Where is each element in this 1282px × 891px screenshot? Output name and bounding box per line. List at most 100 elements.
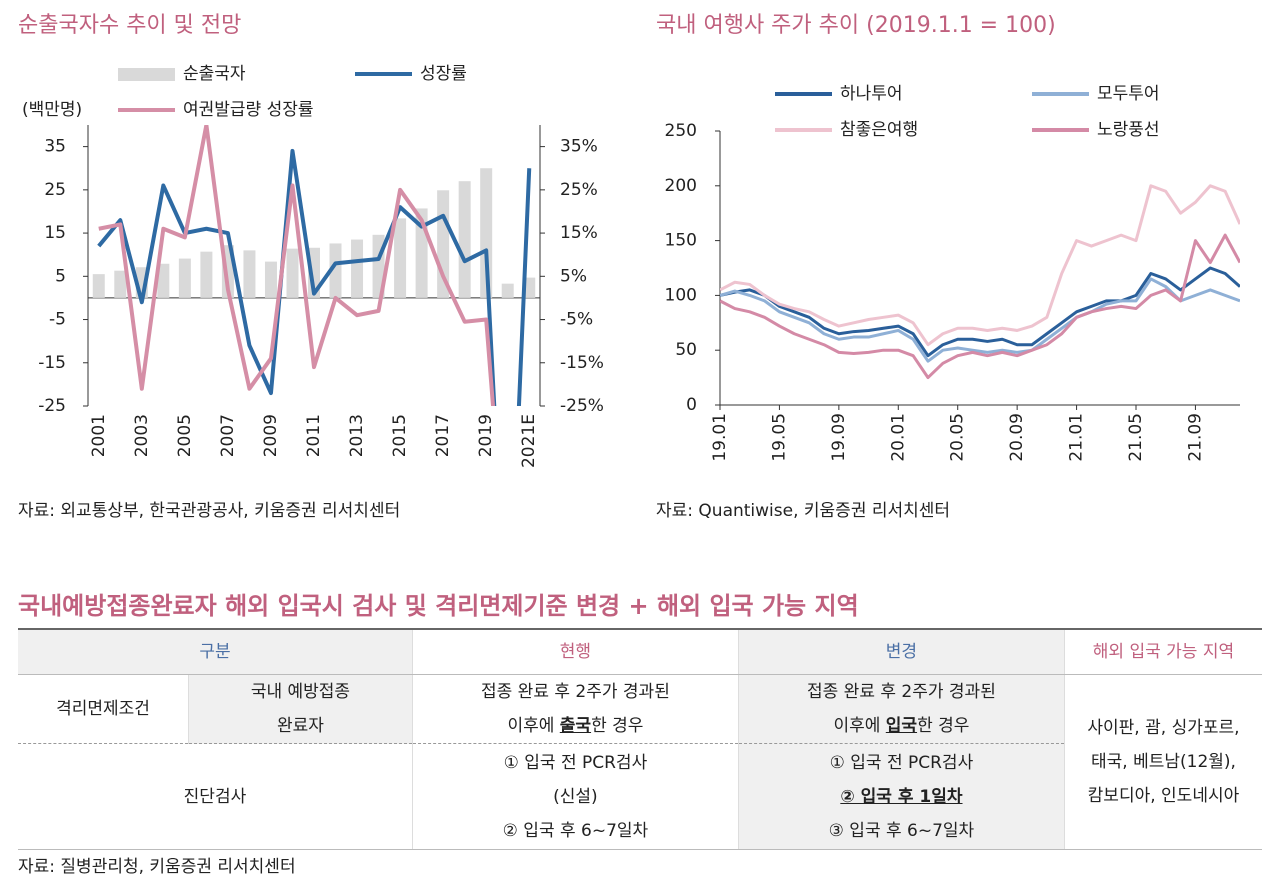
text-line: 사이판, 괌, 싱가포르,: [1087, 718, 1240, 738]
y2-tick-label: 15%: [560, 223, 598, 243]
bar: [458, 181, 471, 298]
y2-tick-label: -5%: [560, 310, 593, 330]
bar: [200, 251, 213, 298]
bar: [264, 261, 277, 298]
legend-label: 여권발급량 성장률: [183, 100, 314, 120]
y-tick-label: 100: [665, 285, 697, 305]
text: 한 경우: [917, 716, 970, 736]
y-tick-label: -15: [38, 353, 66, 373]
sub-label: 국내 예방접종 완료자: [188, 674, 413, 744]
x-tick-label: 2005: [175, 414, 195, 457]
y2-tick-label: -15%: [560, 353, 604, 373]
x-tick-label: 20.01: [888, 413, 908, 462]
text-line: 이후에 출국한 경우: [413, 709, 738, 743]
header-cell: 해외 입국 가능 지역: [1063, 628, 1262, 675]
chart-title: 국내 여행사 주가 추이 (2019.1.1 = 100): [656, 13, 1056, 38]
line: [98, 125, 496, 406]
line: [720, 184, 1240, 347]
y2-tick-label: 25%: [560, 180, 598, 200]
y-tick-label: 250: [665, 121, 697, 141]
legend-label: 노랑풍선: [1097, 120, 1160, 140]
text-line: 태국, 베트남(12월),: [1090, 752, 1236, 772]
y-tick-label: 5: [55, 266, 66, 286]
x-tick-label: 2007: [218, 414, 238, 457]
text-line: ② 입국 후 6~7일차: [502, 820, 649, 841]
plot: [92, 125, 536, 406]
x-tick-label: 19.01: [710, 413, 730, 462]
bar: [329, 243, 342, 298]
y-tick-label: 0: [686, 395, 697, 415]
x-tick-label: 2013: [347, 414, 367, 457]
x-tick-label: 2001: [89, 414, 109, 457]
unit-label: (백만명): [22, 100, 82, 120]
cell: ① 입국 전 PCR검사 (신설) ② 입국 후 6~7일차: [411, 743, 739, 850]
row-label: 격리면제조건: [18, 674, 189, 744]
x-tick-label: 19.05: [769, 413, 789, 462]
x-tick-label: 2011: [304, 414, 324, 457]
text-line: ③ 입국 후 6~7일차: [828, 820, 975, 841]
y-tick-label: 200: [665, 176, 697, 196]
bar: [243, 250, 256, 298]
text-line: 캄보디아, 인도네시아: [1087, 786, 1240, 806]
bar: [92, 274, 105, 298]
source: 자료: 질병관리청, 키움증권 리서치센터: [18, 857, 296, 877]
emphasis: 출국: [559, 716, 592, 736]
x-tick-label: 19.09: [829, 413, 849, 462]
legend-label: 순출국자: [183, 64, 246, 84]
source: 자료: Quantiwise, 키움증권 리서치센터: [656, 501, 950, 521]
text-line: 완료자: [277, 716, 324, 736]
x-tick-label: 21.09: [1185, 413, 1205, 462]
x-tick-label: 2017: [433, 414, 453, 457]
row-label: 진단검사: [18, 743, 413, 850]
y-tick-label: 150: [665, 231, 697, 251]
plot: [720, 184, 1240, 380]
y2-tick-label: -25%: [560, 396, 604, 416]
x-tick-label: 2019: [476, 414, 496, 457]
legend-label: 참좋은여행: [840, 120, 918, 140]
header-cell: 현행: [411, 628, 739, 675]
legend-label: 모두투어: [1097, 84, 1160, 104]
y2-tick-label: 5%: [560, 266, 587, 286]
text-line: ① 입국 전 PCR검사: [829, 752, 974, 773]
y-tick-label: -5: [49, 310, 66, 330]
bar: [286, 248, 299, 298]
text: 한 경우: [591, 716, 644, 736]
line: [720, 277, 1240, 363]
y-tick-label: -25: [38, 396, 66, 416]
x-tick-label: 2015: [390, 414, 410, 457]
bar: [157, 263, 170, 298]
emphasis: 입국: [885, 716, 918, 736]
legend-label: 성장률: [420, 64, 467, 84]
text: 이후에: [507, 716, 560, 736]
cell: 접종 완료 후 2주가 경과된 이후에 출국한 경우: [411, 674, 739, 744]
header-cell: 변경: [737, 628, 1065, 675]
y-tick-label: 50: [675, 340, 697, 360]
table-title: 국내예방접종완료자 해외 입국시 검사 및 격리면제기준 변경 + 해외 입국 …: [18, 592, 859, 620]
cell: 사이판, 괌, 싱가포르, 태국, 베트남(12월), 캄보디아, 인도네시아: [1063, 674, 1262, 850]
bar: [351, 239, 364, 298]
line: [720, 266, 1240, 358]
header-cell: 구분: [18, 628, 413, 675]
bar: [394, 218, 407, 298]
legend-swatch: [118, 68, 175, 81]
charts: 순출국자수 추이 및 전망 (백만명) 자료: 외교통상부, 한국관광공사, 키…: [18, 13, 1240, 521]
text: 이후에: [833, 716, 886, 736]
text-line: 이후에 입국한 경우: [739, 709, 1064, 743]
x-tick-label: 20.09: [1007, 413, 1027, 462]
bar: [480, 168, 493, 298]
bar: [178, 258, 191, 298]
text-line: 접종 완료 후 2주가 경과된: [807, 682, 996, 702]
emphasis: ② 입국 후 1일차: [840, 786, 963, 807]
x-tick-label: 21.05: [1126, 413, 1146, 462]
table: 구분 현행 변경 해외 입국 가능 지역 격리면제조건 국내 예방접종 완료자 접…: [18, 628, 1262, 850]
chart-title: 순출국자수 추이 및 전망: [18, 13, 241, 38]
cell: ① 입국 전 PCR검사 ② 입국 후 1일차 ③ 입국 후 6~7일차: [737, 743, 1065, 850]
x-tick-label: 20.05: [948, 413, 968, 462]
legend-label: 하나투어: [840, 84, 903, 104]
line: [720, 233, 1240, 380]
y-tick-label: 35: [44, 137, 66, 157]
line: [97, 148, 532, 406]
x-tick-label: 2003: [132, 414, 152, 457]
